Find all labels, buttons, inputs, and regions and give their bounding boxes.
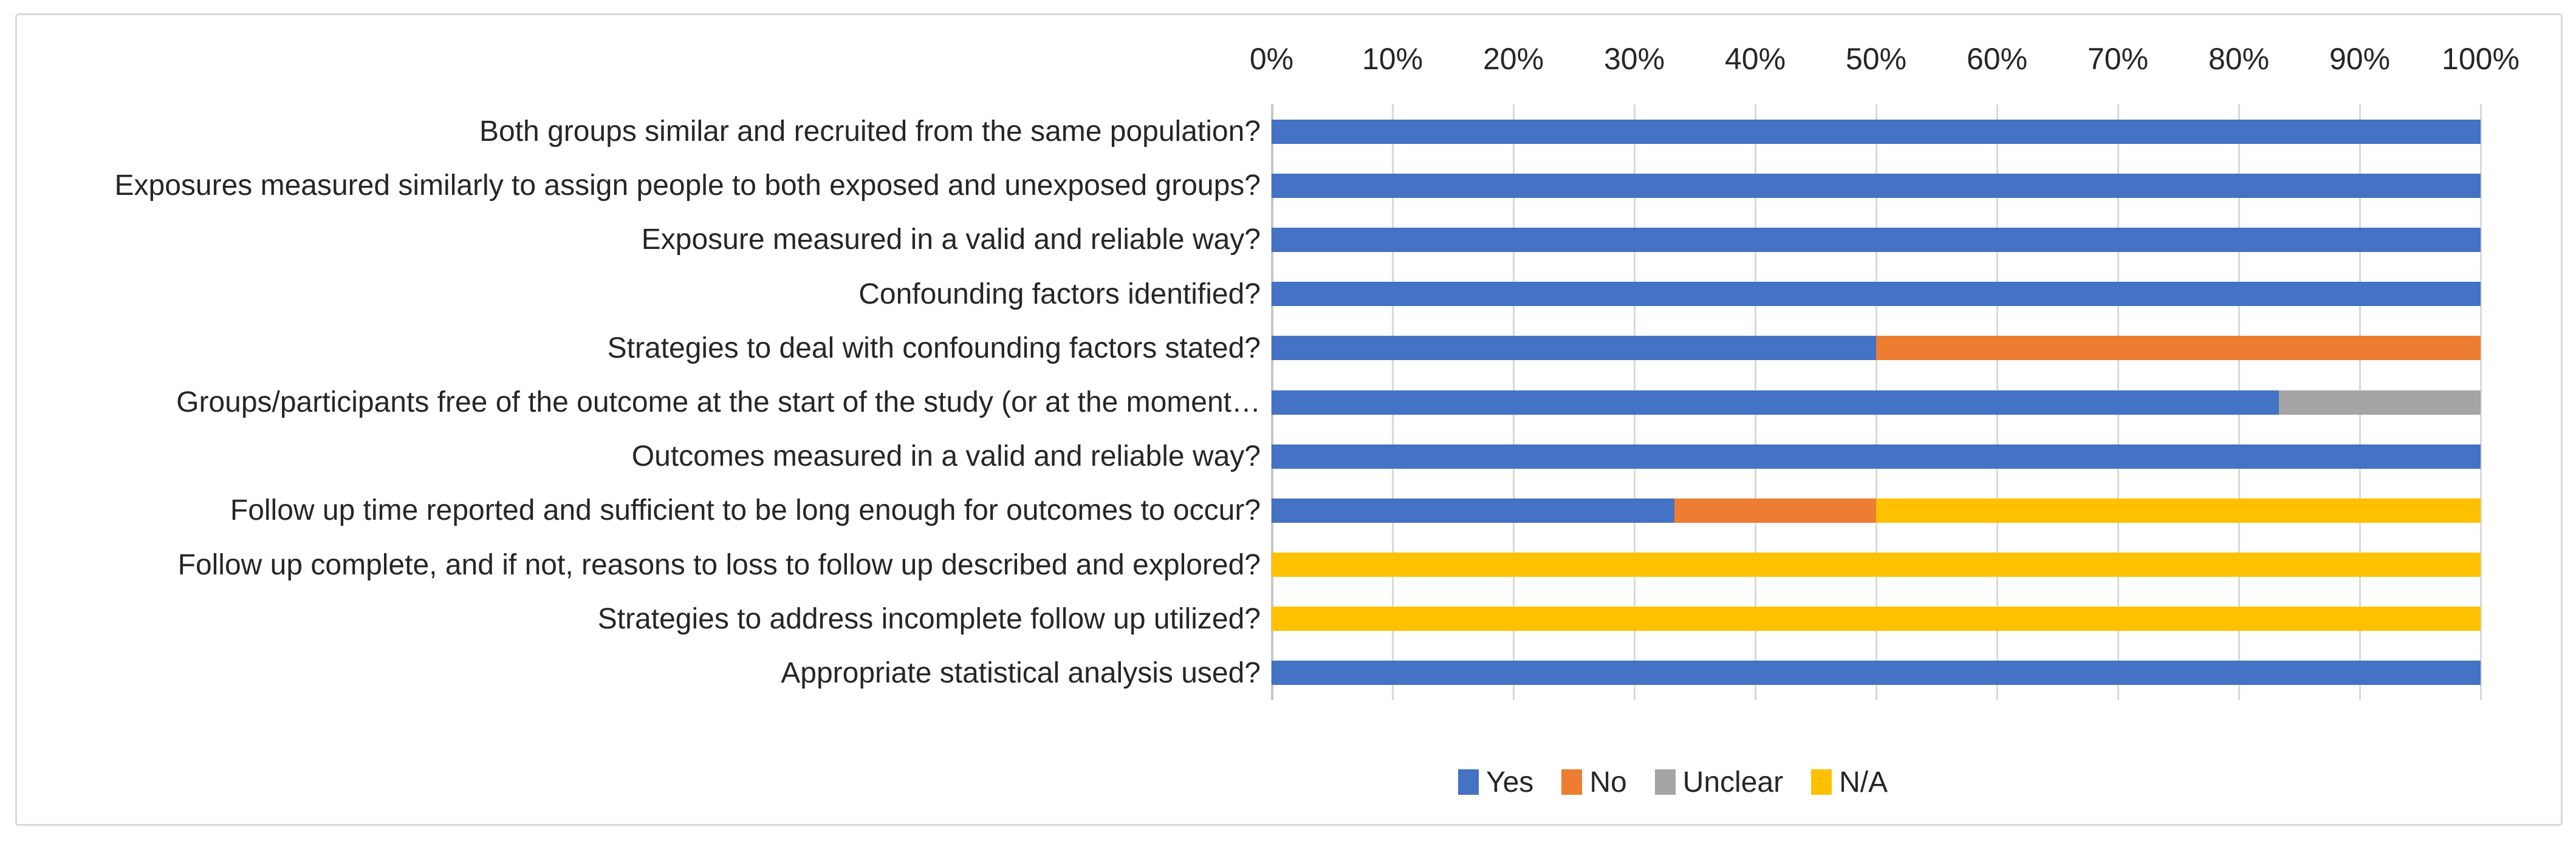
- gridline: [2480, 104, 2482, 700]
- category-label: Strategies to deal with confounding fact…: [607, 332, 1261, 364]
- bar-segment-n-a: [1272, 607, 2481, 631]
- x-axis-tick-label: 60%: [1966, 42, 2028, 76]
- category-label: Outcomes measured in a valid and reliabl…: [631, 440, 1261, 473]
- category-label: Strategies to address incomplete follow …: [597, 602, 1261, 635]
- legend-item-yes: Yes: [1458, 766, 1533, 799]
- bar-segment-yes: [1272, 282, 2481, 307]
- x-axis-tick-label: 30%: [1603, 42, 1665, 76]
- category-label: Confounding factors identified?: [858, 277, 1261, 310]
- category-label: Exposures measured similarly to assign p…: [114, 169, 1261, 202]
- legend-swatch-icon: [1811, 769, 1832, 795]
- legend: Yes No Unclear N/A: [1458, 763, 1888, 801]
- legend-label: Yes: [1486, 766, 1534, 798]
- bar-segment-yes: [1272, 119, 2481, 144]
- bar-segment-n-a: [1876, 498, 2481, 523]
- bar-segment-yes: [1272, 227, 2481, 252]
- bar-segment-no: [1674, 498, 1876, 523]
- bar-segment-no: [1876, 336, 2481, 361]
- bar-segment-n-a: [1272, 553, 2481, 577]
- x-axis-tick-label: 0%: [1249, 42, 1294, 76]
- bar-segment-yes: [1272, 444, 2481, 469]
- category-label: Follow up complete, and if not, reasons …: [177, 548, 1261, 581]
- x-axis-tick-label: 50%: [1845, 42, 1907, 76]
- category-label: Groups/participants free of the outcome …: [176, 386, 1261, 418]
- category-label: Appropriate statistical analysis used?: [781, 656, 1261, 689]
- x-axis-tick-label: 100%: [2442, 42, 2519, 76]
- legend-label: Unclear: [1682, 766, 1784, 798]
- x-axis-tick-label: 10%: [1362, 42, 1423, 76]
- x-axis-tick-label: 70%: [2087, 42, 2149, 76]
- x-axis-tick-label: 40%: [1724, 42, 1786, 76]
- x-axis-tick-label: 20%: [1482, 42, 1544, 76]
- x-axis-tick-label: 90%: [2329, 42, 2391, 76]
- category-label: Exposure measured in a valid and reliabl…: [641, 223, 1261, 256]
- legend-swatch-icon: [1561, 769, 1583, 795]
- category-label: Follow up time reported and sufficient t…: [230, 494, 1261, 527]
- legend-label: N/A: [1839, 766, 1888, 798]
- bar-segment-yes: [1272, 336, 1876, 361]
- legend-swatch-icon: [1654, 769, 1676, 795]
- bar-segment-yes: [1272, 498, 1675, 523]
- category-label: Both groups similar and recruited from t…: [479, 115, 1261, 148]
- x-axis-tick-label: 80%: [2208, 42, 2270, 76]
- legend-item-no: No: [1561, 766, 1627, 799]
- legend-swatch-icon: [1458, 769, 1479, 795]
- bar-segment-unclear: [2279, 390, 2481, 415]
- chart-frame: 0% 10% 20% 30% 40% 50% 60% 70% 80% 90% 100% Both g…: [15, 13, 2563, 826]
- legend-label: No: [1589, 766, 1627, 798]
- legend-item-unclear: Unclear: [1654, 766, 1784, 799]
- legend-item-n-a: N/A: [1811, 766, 1888, 799]
- bar-segment-yes: [1272, 390, 2280, 415]
- bar-segment-yes: [1272, 661, 2481, 686]
- bar-segment-yes: [1272, 173, 2481, 198]
